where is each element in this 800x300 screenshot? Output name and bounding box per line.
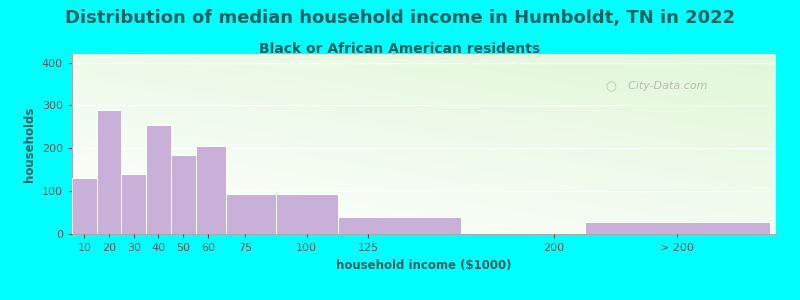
Bar: [146, 125, 171, 234]
Text: ○: ○: [605, 80, 616, 93]
Y-axis label: households: households: [23, 106, 36, 182]
Bar: [171, 155, 195, 234]
Bar: [226, 194, 276, 234]
Text: Distribution of median household income in Humboldt, TN in 2022: Distribution of median household income …: [65, 9, 735, 27]
Bar: [195, 146, 226, 234]
Text: City-Data.com: City-Data.com: [621, 81, 708, 92]
Bar: [72, 178, 97, 234]
Bar: [585, 222, 770, 234]
Bar: [122, 174, 146, 234]
Bar: [97, 110, 122, 234]
Bar: [338, 217, 461, 234]
X-axis label: household income ($1000): household income ($1000): [336, 259, 512, 272]
Bar: [276, 194, 338, 234]
Text: Black or African American residents: Black or African American residents: [259, 42, 541, 56]
